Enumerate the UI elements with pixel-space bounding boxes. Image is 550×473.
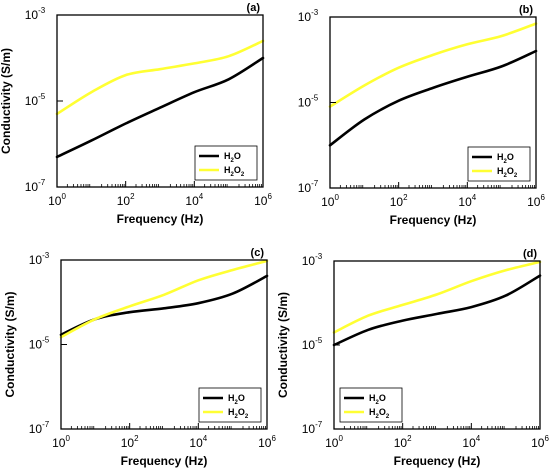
panel-label: (c) xyxy=(251,247,265,259)
panel-3: 100 102 104 106 10-7 10-5 10-3 Frequency (Hz) Co… xyxy=(276,248,549,468)
x-tick-label: 100 xyxy=(48,192,66,208)
y-axis-label: Conductivity (S/m) xyxy=(3,291,17,397)
series-line-h2o xyxy=(59,274,269,337)
y-axis-label: Conductivity (S/m) xyxy=(0,48,13,154)
legend-box xyxy=(339,387,403,423)
y-tick-label: 10-5 xyxy=(29,336,50,352)
x-tick-label: 102 xyxy=(117,192,135,208)
panel-1: 100 102 104 106 10-7 10-5 10-3 Frequency (Hz) (b… xyxy=(298,4,546,227)
y-tick-label: 10-3 xyxy=(29,251,50,267)
series-line-h2o2 xyxy=(328,22,538,108)
legend-label: H2O2 xyxy=(369,407,390,420)
series-line-h2o xyxy=(328,49,538,147)
y-tick-label: 10-7 xyxy=(298,179,319,195)
legend-label: H2O2 xyxy=(228,407,249,420)
x-tick-label: 104 xyxy=(462,434,480,450)
x-tick-label: 106 xyxy=(258,434,276,450)
x-axis-label: Frequency (Hz) xyxy=(390,213,477,227)
y-axis-label: Conductivity (S/m) xyxy=(276,292,290,398)
y-tick-label: 10-5 xyxy=(298,94,319,110)
x-tick-label: 106 xyxy=(254,192,272,208)
x-tick-label: 100 xyxy=(325,434,343,450)
x-tick-label: 100 xyxy=(52,434,70,450)
series-line-h2o xyxy=(55,56,265,159)
x-tick-label: 106 xyxy=(527,193,545,209)
y-tick-label: 10-3 xyxy=(25,6,46,22)
legend-label: H2O xyxy=(224,151,241,164)
legend-label: H2O xyxy=(228,393,245,406)
x-tick-label: 104 xyxy=(185,192,203,208)
y-tick-label: 10-5 xyxy=(25,92,46,108)
legend-box xyxy=(194,145,258,181)
x-tick-label: 106 xyxy=(531,434,549,450)
legend-label: H2O2 xyxy=(224,165,245,178)
x-tick-label: 104 xyxy=(458,193,476,209)
x-axis-label: Frequency (Hz) xyxy=(117,212,204,226)
x-tick-label: 102 xyxy=(121,434,139,450)
y-tick-label: 10-3 xyxy=(298,8,319,24)
panel-label: (d) xyxy=(523,248,537,260)
x-tick-label: 102 xyxy=(390,193,408,209)
series-line-h2o xyxy=(332,274,542,347)
y-tick-label: 10-7 xyxy=(25,178,46,194)
y-tick-label: 10-3 xyxy=(302,252,323,268)
series-line-h2o2 xyxy=(332,260,542,334)
y-tick-label: 10-7 xyxy=(29,420,50,436)
x-tick-label: 100 xyxy=(321,193,339,209)
y-tick-label: 10-5 xyxy=(302,336,323,352)
legend-label: H2O2 xyxy=(497,166,518,179)
panel-2: 100 102 104 106 10-7 10-5 10-3 Frequency (Hz) Co… xyxy=(3,247,276,468)
panel-label: (b) xyxy=(519,4,533,16)
x-tick-label: 102 xyxy=(394,434,412,450)
x-axis-label: Frequency (Hz) xyxy=(121,454,208,468)
series-line-h2o2 xyxy=(55,39,265,116)
x-tick-label: 104 xyxy=(189,434,207,450)
y-tick-label: 10-7 xyxy=(302,420,323,436)
legend-box xyxy=(467,146,531,182)
series-line-h2o2 xyxy=(59,259,269,339)
panel-label: (a) xyxy=(247,2,261,14)
legend-box xyxy=(198,387,262,423)
legend-label: H2O xyxy=(497,152,514,165)
legend-label: H2O xyxy=(369,393,386,406)
x-axis-label: Frequency (Hz) xyxy=(394,454,481,468)
panel-0: 100 102 104 106 10-7 10-5 10-3 Frequency (Hz) Co… xyxy=(0,2,272,226)
